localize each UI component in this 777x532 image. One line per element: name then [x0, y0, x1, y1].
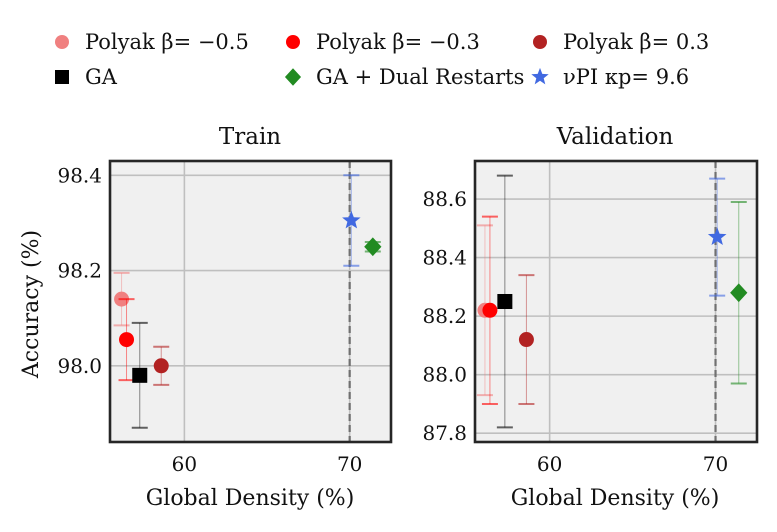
- train-axes-frame: [108, 159, 393, 444]
- data-point: [119, 332, 135, 348]
- validation-x-tick-label: 60: [537, 452, 562, 476]
- legend-label: GA: [85, 65, 118, 89]
- train-y-tick-label: 98.4: [57, 163, 102, 187]
- validation-series-polyak-0-3: [518, 274, 535, 405]
- train-x-tick-label: 70: [337, 452, 362, 476]
- legend-marker: [55, 70, 69, 84]
- legend-marker: [531, 67, 549, 85]
- train-series-ga: [131, 321, 148, 429]
- legend-label: Polyak β= −0.5: [85, 30, 249, 54]
- data-point: [364, 237, 382, 257]
- train-x-tick-label: 60: [172, 452, 197, 476]
- train-series-ga-dual-restarts: [364, 237, 382, 257]
- data-point: [153, 358, 169, 374]
- legend-entry-polyak-0-3: Polyak β= −0.3: [286, 30, 480, 54]
- validation-y-tick-label: 87.8: [422, 421, 467, 445]
- legend-marker: [284, 68, 302, 86]
- validation-x-axis-label: Global Density (%): [511, 486, 720, 511]
- legend: Polyak β= −0.5 Polyak β= −0.3 Polyak β= 0.…: [55, 30, 709, 89]
- train-panel: Train Global Density (%) Accuracy (%) 60…: [19, 124, 393, 511]
- validation-y-tick-label: 88.2: [422, 304, 467, 328]
- train-title: Train: [219, 124, 281, 150]
- legend-label: Polyak β= 0.3: [563, 30, 709, 54]
- legend-label: νPI κp= 9.6: [563, 65, 689, 89]
- data-point: [132, 367, 148, 383]
- validation-y-tick-label: 88.0: [422, 363, 467, 387]
- validation-x-tick-label: 70: [703, 452, 728, 476]
- legend-marker: [533, 35, 547, 49]
- data-point: [730, 283, 748, 303]
- train-x-axis-label: Global Density (%): [146, 486, 355, 511]
- validation-panel: Validation Global Density (%) 60 70 87.8 88…: [422, 124, 759, 511]
- legend-label: GA + Dual Restarts: [316, 65, 524, 89]
- validation-axes-frame: [473, 159, 759, 444]
- train-series-polyak-0-3: [153, 345, 170, 386]
- legend-entry-ga: GA: [55, 65, 118, 89]
- validation-y-tick-label: 88.4: [422, 246, 467, 270]
- train-y-tick-label: 98.2: [57, 259, 102, 283]
- legend-entry-polyak-0-5: Polyak β= −0.5: [55, 30, 249, 54]
- legend-label: Polyak β= −0.3: [316, 30, 480, 54]
- validation-series-ga-dual-restarts: [730, 200, 748, 385]
- train-series-polyak-0-3: [118, 298, 135, 382]
- validation-series-ga: [496, 174, 513, 429]
- train-y-axis-label: Accuracy (%): [19, 230, 44, 379]
- data-point: [482, 302, 498, 318]
- legend-marker: [286, 35, 300, 49]
- data-point: [707, 227, 727, 245]
- validation-title: Validation: [556, 124, 674, 150]
- legend-entry-pi-p-9-6: νPI κp= 9.6: [531, 65, 689, 89]
- train-plot-area: [110, 161, 391, 442]
- data-point: [342, 210, 361, 229]
- data-point: [518, 332, 534, 348]
- validation-y-tick-label: 88.6: [422, 187, 467, 211]
- validation-series-pi-p-9-6: [707, 177, 727, 297]
- train-series-pi-p-9-6: [342, 174, 361, 267]
- train-y-tick-label: 98.0: [57, 354, 102, 378]
- validation-plot-area: [475, 161, 757, 442]
- validation-series-polyak-0-3: [481, 215, 498, 405]
- legend-entry-polyak-0-3: Polyak β= 0.3: [533, 30, 709, 54]
- legend-entry-ga-dual-restarts: GA + Dual Restarts: [284, 65, 524, 89]
- data-point: [497, 294, 513, 309]
- legend-marker: [55, 35, 69, 49]
